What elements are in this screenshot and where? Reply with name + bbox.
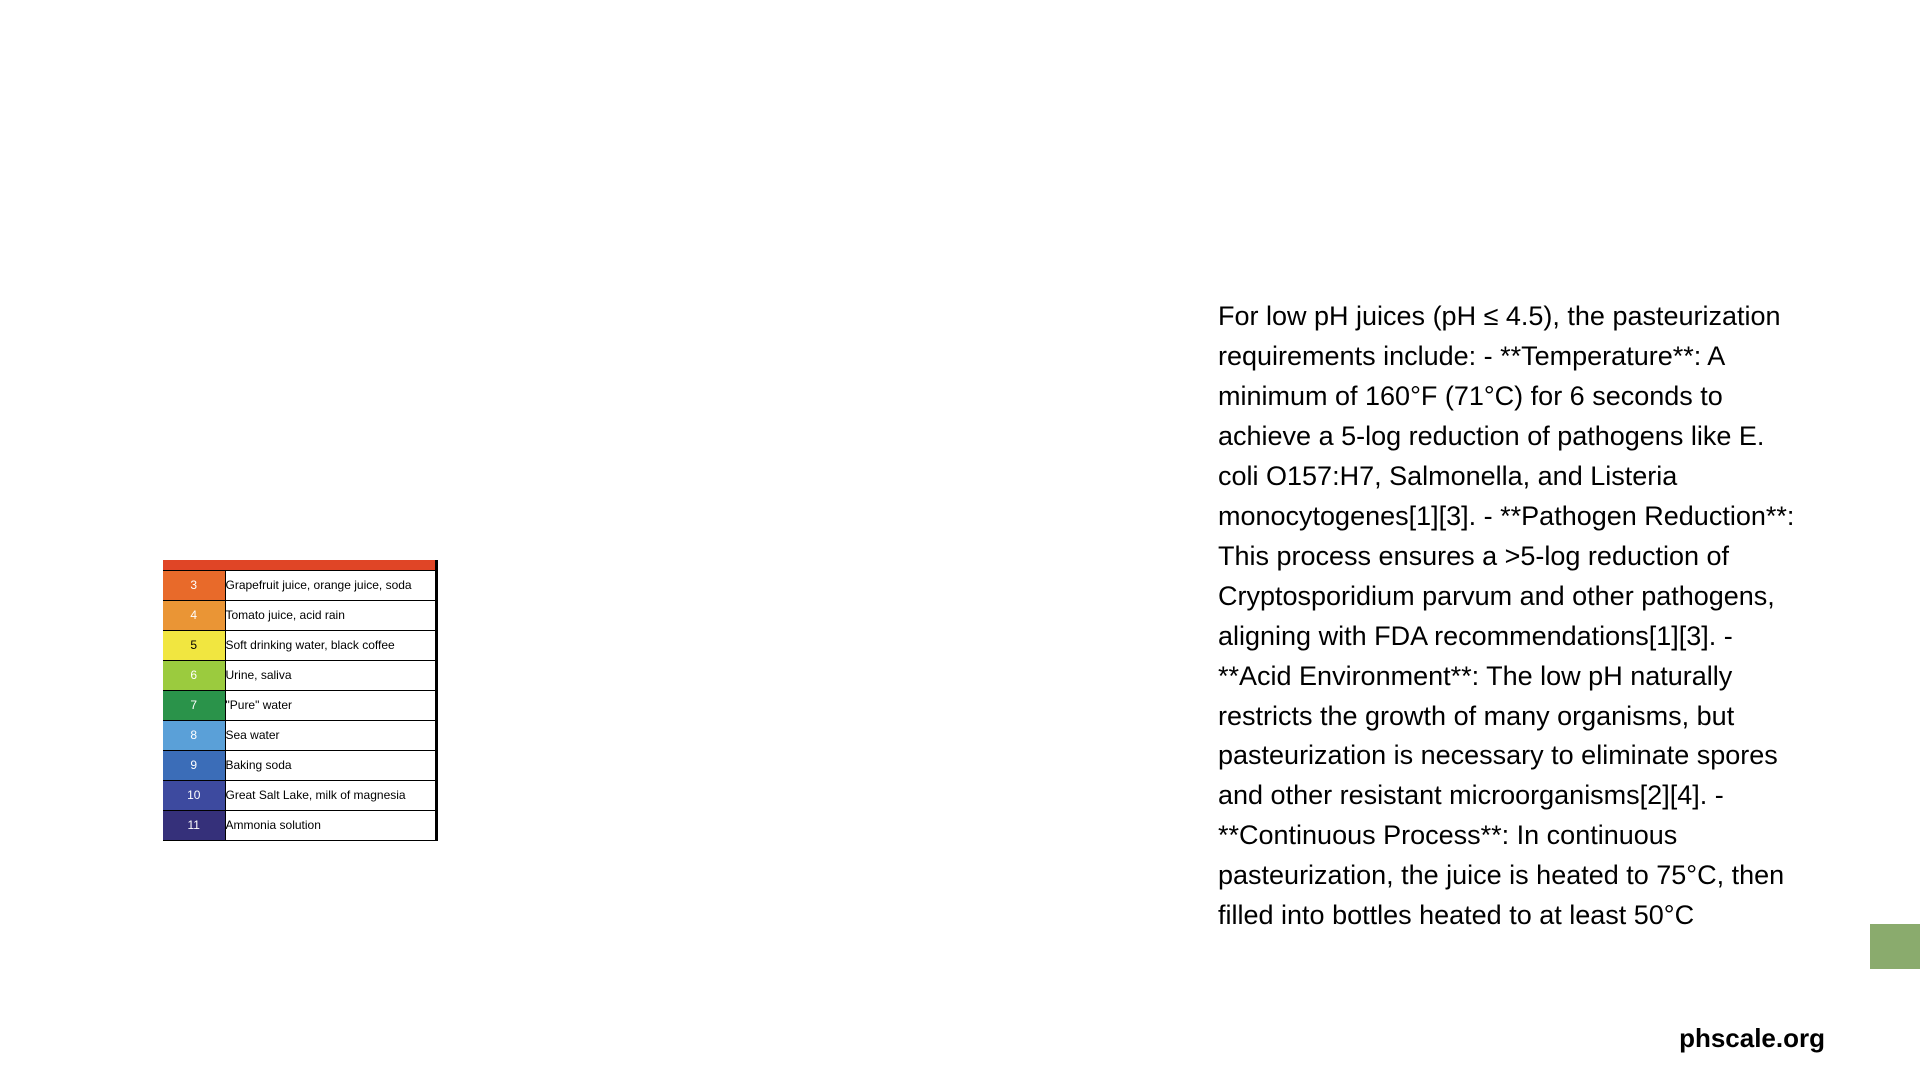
ph-label-cell: Sea water: [225, 720, 437, 750]
ph-label-cell: Great Salt Lake, milk of magnesia: [225, 780, 437, 810]
ph-number-cell: 7: [163, 690, 225, 720]
ph-number-cell: 9: [163, 750, 225, 780]
ph-header-strip: [163, 560, 437, 570]
table-row: 8Sea water: [163, 720, 437, 750]
ph-number-cell: 6: [163, 660, 225, 690]
ph-number-cell: 4: [163, 600, 225, 630]
side-tab[interactable]: [1870, 924, 1920, 969]
ph-number-cell: 3: [163, 570, 225, 600]
table-row: 5Soft drinking water, black coffee: [163, 630, 437, 660]
ph-label-cell: Urine, saliva: [225, 660, 437, 690]
ph-number-cell: 5: [163, 630, 225, 660]
table-row: 9Baking soda: [163, 750, 437, 780]
table-row: 11Ammonia solution: [163, 810, 437, 840]
ph-label-cell: Grapefruit juice, orange juice, soda: [225, 570, 437, 600]
table-row: 4Tomato juice, acid rain: [163, 600, 437, 630]
body-text: For low pH juices (pH ≤ 4.5), the pasteu…: [1218, 297, 1803, 936]
table-row: 10Great Salt Lake, milk of magnesia: [163, 780, 437, 810]
ph-number-cell: 11: [163, 810, 225, 840]
ph-label-cell: Ammonia solution: [225, 810, 437, 840]
ph-number-cell: 10: [163, 780, 225, 810]
ph-label-cell: Tomato juice, acid rain: [225, 600, 437, 630]
ph-label-cell: Baking soda: [225, 750, 437, 780]
ph-label-cell: "Pure" water: [225, 690, 437, 720]
ph-number-cell: 8: [163, 720, 225, 750]
table-row: 6Urine, saliva: [163, 660, 437, 690]
ph-label-cell: Soft drinking water, black coffee: [225, 630, 437, 660]
table-row: 3Grapefruit juice, orange juice, soda: [163, 570, 437, 600]
watermark: phscale.org: [1679, 1023, 1825, 1054]
ph-scale-table: 3Grapefruit juice, orange juice, soda4To…: [163, 560, 438, 841]
table-row: 7"Pure" water: [163, 690, 437, 720]
